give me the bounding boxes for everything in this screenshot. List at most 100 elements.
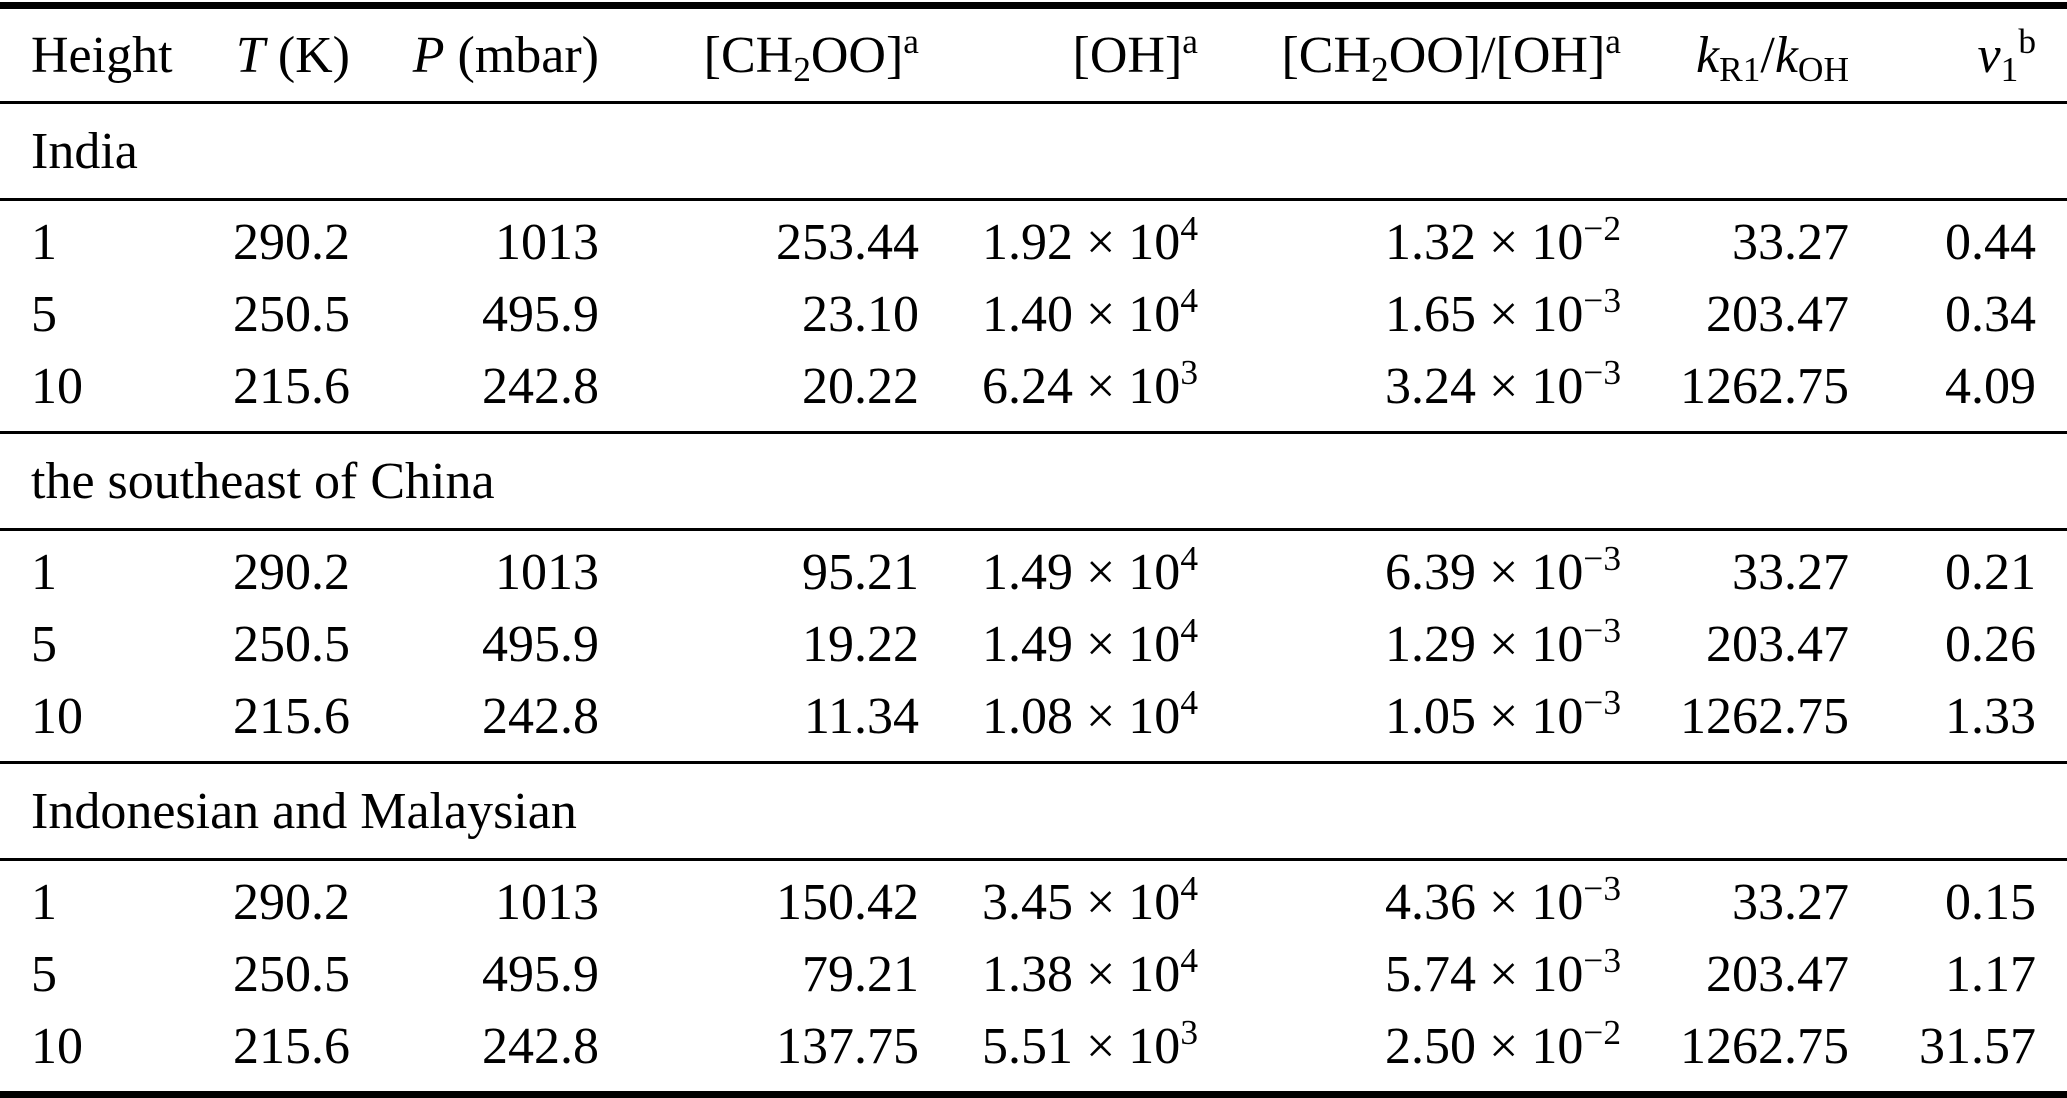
text-token: 290.2 — [233, 873, 350, 931]
cell-height: 1 — [0, 860, 180, 939]
cell-v1: 0.44 — [1850, 200, 2067, 279]
text-token: 1013 — [495, 543, 599, 601]
text-token: 1.33 — [1945, 687, 2036, 745]
text-token: 150.42 — [776, 873, 919, 931]
text-token: [CH — [703, 26, 794, 84]
text-token: 4 — [1180, 280, 1198, 321]
cell-oh: 1.49 × 104 — [920, 530, 1199, 609]
text-token: 31.57 — [1919, 1017, 2036, 1075]
cell-pressure: 495.9 — [351, 938, 600, 1010]
cell-k-ratio: 1262.75 — [1622, 1010, 1850, 1095]
cell-ch2oo: 11.34 — [600, 680, 920, 763]
text-token: 250.5 — [233, 615, 350, 673]
cell-height: 10 — [0, 350, 180, 433]
table-row: 10 215.6 242.8 20.22 6.24 × 103 3.24 × 10−3 12… — [0, 350, 2067, 433]
text-token: T — [235, 26, 265, 84]
text-token: 1.49 × 10 — [981, 615, 1181, 673]
cell-oh: 1.92 × 104 — [920, 200, 1199, 279]
table-row: 1 290.2 1013 95.21 1.49 × 104 6.39 × 10−3 33.2… — [0, 530, 2067, 609]
text-token: 215.6 — [233, 687, 350, 745]
text-token: 3.24 × 10 — [1385, 357, 1584, 415]
cell-k-ratio: 1262.75 — [1622, 350, 1850, 433]
cell-pressure: 495.9 — [351, 608, 600, 680]
table-section: Indonesian and Malaysian 1 290.2 1013 150.42… — [0, 762, 2067, 1095]
text-token: a — [903, 21, 919, 62]
text-token: 10 — [31, 687, 83, 745]
cell-temperature: 215.6 — [180, 680, 351, 763]
cell-pressure: 1013 — [351, 530, 600, 609]
section-title-text: the southeast of China — [31, 452, 495, 510]
text-token: 1262.75 — [1680, 357, 1849, 415]
cell-v1: 0.15 — [1850, 860, 2067, 939]
cell-ch2oo: 253.44 — [600, 200, 920, 279]
table-row: 5 250.5 495.9 19.22 1.49 × 104 1.29 × 10−3 203… — [0, 608, 2067, 680]
text-token: −3 — [1583, 610, 1621, 651]
text-token: 4.36 × 10 — [1385, 873, 1584, 931]
cell-k-ratio: 33.27 — [1622, 530, 1850, 609]
text-token: k — [1696, 26, 1720, 84]
text-token: 5 — [31, 615, 57, 673]
section-header-row: Indonesian and Malaysian — [0, 762, 2067, 860]
cell-ch2oo: 137.75 — [600, 1010, 920, 1095]
cell-oh: 1.38 × 104 — [920, 938, 1199, 1010]
cell-pressure: 242.8 — [351, 350, 600, 433]
cell-ch2oo-oh-ratio: 1.05 × 10−3 — [1199, 680, 1622, 763]
text-token: 5 — [31, 945, 57, 1003]
text-token: −3 — [1583, 682, 1621, 723]
cell-v1: 4.09 — [1850, 350, 2067, 433]
text-token: 1013 — [495, 873, 599, 931]
text-token: 1262.75 — [1680, 1017, 1849, 1075]
text-token: a — [1605, 21, 1621, 62]
column-header-oh: [OH]a — [920, 6, 1199, 103]
text-token: 2 — [793, 48, 811, 89]
section-title: the southeast of China — [0, 433, 2067, 530]
text-token: 6.39 × 10 — [1385, 543, 1584, 601]
column-header-temperature: T (K) — [180, 6, 351, 103]
text-token: 1.49 × 10 — [981, 543, 1181, 601]
cell-v1: 1.33 — [1850, 680, 2067, 763]
text-token: 1.92 × 10 — [981, 213, 1181, 271]
text-token: 4 — [1180, 610, 1198, 651]
cell-pressure: 242.8 — [351, 680, 600, 763]
text-token: [OH] — [1072, 26, 1183, 84]
section-title-text: India — [31, 122, 138, 180]
cell-height: 10 — [0, 1010, 180, 1095]
text-token: 3 — [1180, 352, 1198, 393]
cell-ch2oo-oh-ratio: 6.39 × 10−3 — [1199, 530, 1622, 609]
cell-k-ratio: 203.47 — [1622, 278, 1850, 350]
table-row: 5 250.5 495.9 23.10 1.40 × 104 1.65 × 10−3 203… — [0, 278, 2067, 350]
text-token: 495.9 — [482, 285, 599, 343]
cell-v1: 1.17 — [1850, 938, 2067, 1010]
column-header-pressure: P (mbar) — [351, 6, 600, 103]
cell-temperature: 290.2 — [180, 200, 351, 279]
text-token: a — [1182, 21, 1198, 62]
cell-pressure: 495.9 — [351, 278, 600, 350]
section-title: India — [0, 103, 2067, 200]
cell-oh: 3.45 × 104 — [920, 860, 1199, 939]
text-token: 203.47 — [1706, 945, 1849, 1003]
text-token: OO]/[OH] — [1388, 26, 1606, 84]
cell-k-ratio: 203.47 — [1622, 938, 1850, 1010]
text-token: 5 — [31, 285, 57, 343]
text-token: 137.75 — [776, 1017, 919, 1075]
table-header: Height T (K) P (mbar) [CH2OO]a [OH]a [CH2OO]/… — [0, 6, 2067, 103]
cell-v1: 0.21 — [1850, 530, 2067, 609]
text-token: 495.9 — [482, 615, 599, 673]
text-token: 5.74 × 10 — [1385, 945, 1584, 1003]
cell-v1: 0.26 — [1850, 608, 2067, 680]
cell-oh: 1.40 × 104 — [920, 278, 1199, 350]
text-token: OO] — [810, 26, 904, 84]
table-row: 5 250.5 495.9 79.21 1.38 × 104 5.74 × 10−3 203… — [0, 938, 2067, 1010]
cell-ch2oo: 20.22 — [600, 350, 920, 433]
text-token: 0.34 — [1945, 285, 2036, 343]
cell-ch2oo-oh-ratio: 3.24 × 10−3 — [1199, 350, 1622, 433]
section-title-text: Indonesian and Malaysian — [31, 782, 577, 840]
cell-height: 1 — [0, 530, 180, 609]
text-token: 79.21 — [802, 945, 919, 1003]
column-header-k-ratio: kR1/kOH — [1622, 6, 1850, 103]
text-token: 290.2 — [233, 543, 350, 601]
table-row: 10 215.6 242.8 11.34 1.08 × 104 1.05 × 10−3 12… — [0, 680, 2067, 763]
text-token: −3 — [1583, 940, 1621, 981]
text-token: 0.44 — [1945, 213, 2036, 271]
text-token: 203.47 — [1706, 285, 1849, 343]
